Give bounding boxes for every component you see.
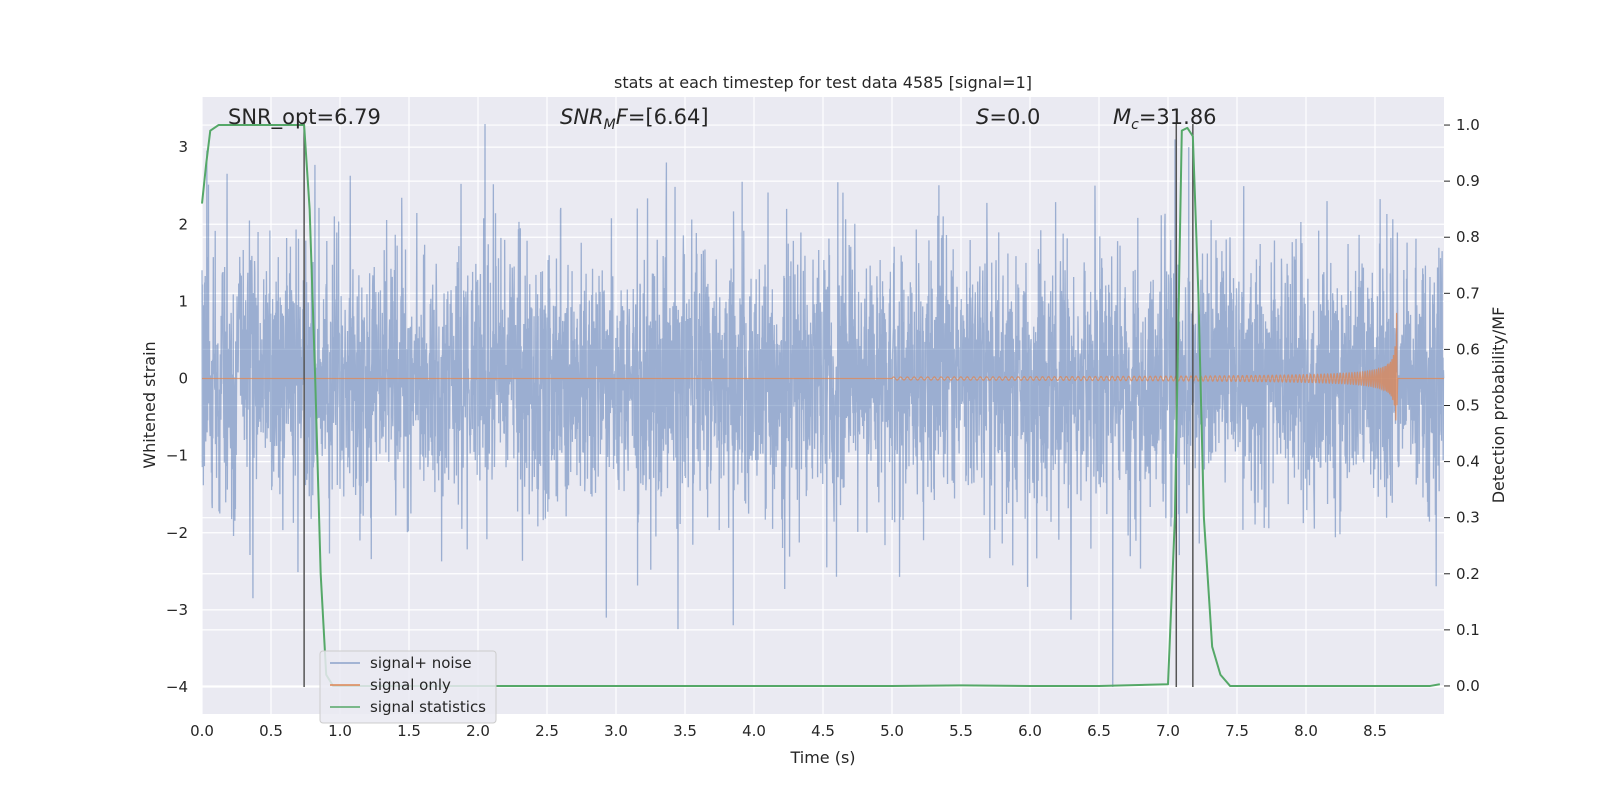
chart-title: stats at each timestep for test data 458… [614,73,1032,92]
y-right-tick-label: 0.1 [1456,621,1480,639]
y-right-tick-label: 0.3 [1456,509,1480,527]
x-tick-label: 3.5 [673,722,697,740]
signal-noise-series [201,123,1445,688]
annotation-snr-mf: SNRMF=[6.64] [560,105,709,133]
x-axis-label: Time (s) [789,748,855,767]
signal-statistics-series [201,124,1441,687]
x-tick-label: 8.0 [1294,722,1318,740]
x-tick-label: 5.0 [880,722,904,740]
y-right-tick-label: 0.6 [1456,340,1480,358]
x-tick-label: 7.0 [1156,722,1180,740]
x-tick-label: 4.5 [811,722,835,740]
annotation-snr-opt-label: SNR_opt [228,105,317,130]
y-axis-right-label: Detection probability/MF [1489,307,1508,504]
annotation-s: S=0.0 [976,105,1040,129]
y-tick-label: −2 [166,524,188,542]
y-right-tick-label: 0.7 [1456,284,1480,302]
x-tick-label: 1.0 [328,722,352,740]
y-tick-label: 0 [178,370,188,388]
series-signal-noise [201,123,1445,688]
signal-only-series [202,312,1444,421]
legend-box [319,650,497,724]
y-right-tick-label: 0.5 [1456,397,1480,415]
y-right-tick-label: 0.0 [1456,677,1480,695]
x-tick-label: 2.0 [466,722,490,740]
x-tick-label: 0.0 [190,722,214,740]
x-tick-label: 6.0 [1018,722,1042,740]
y-right-tick-label: 0.4 [1456,453,1480,471]
y-tick-label: −3 [166,601,188,619]
annotation-snr-mf-value: =[6.64] [628,105,709,129]
y-right-tick-label: 0.9 [1456,172,1480,190]
y-right-tick-label: 0.2 [1456,565,1480,583]
x-tick-label: 0.5 [259,722,283,740]
y-axis-label: Whitened strain [140,341,159,468]
annotation-mc-value: =31.86 [1139,105,1217,129]
x-tick-label: 1.5 [397,722,421,740]
y-tick-label: 2 [178,215,188,233]
x-tick-label: 6.5 [1087,722,1111,740]
x-tick-label: 7.5 [1225,722,1249,740]
legend: signal+ noise signal only signal statist… [319,650,497,724]
axis-ticks: 0.0 0.5 1.0 1.5 2.0 2.5 3.0 3.5 4.0 4.5 5.0 5.5 6.0 6… [166,116,1480,740]
annotation-mc: Mc=31.86 [1113,105,1217,133]
annotation-s-value: =0.0 [989,105,1040,129]
series-signal-statistics [201,124,1441,687]
legend-label-signal-noise: signal+ noise [370,654,472,672]
y-right-tick-label: 1.0 [1456,116,1480,134]
annotation-snr-opt: SNR_opt=6.79 [228,105,381,130]
x-tick-label: 5.5 [949,722,973,740]
y-right-tick-label: 0.8 [1456,228,1480,246]
series-signal-only [202,312,1444,421]
y-tick-label: 1 [178,292,188,310]
legend-label-signal-statistics: signal statistics [370,698,486,716]
y-tick-label: 3 [178,138,188,156]
x-tick-label: 8.5 [1363,722,1387,740]
y-tick-label: −1 [166,447,188,465]
annotation-snr-opt-value: =6.79 [317,105,381,129]
legend-label-signal-only: signal only [370,676,451,694]
y-tick-label: −4 [166,678,188,696]
x-tick-label: 2.5 [535,722,559,740]
x-tick-label: 4.0 [742,722,766,740]
x-tick-label: 3.0 [604,722,628,740]
